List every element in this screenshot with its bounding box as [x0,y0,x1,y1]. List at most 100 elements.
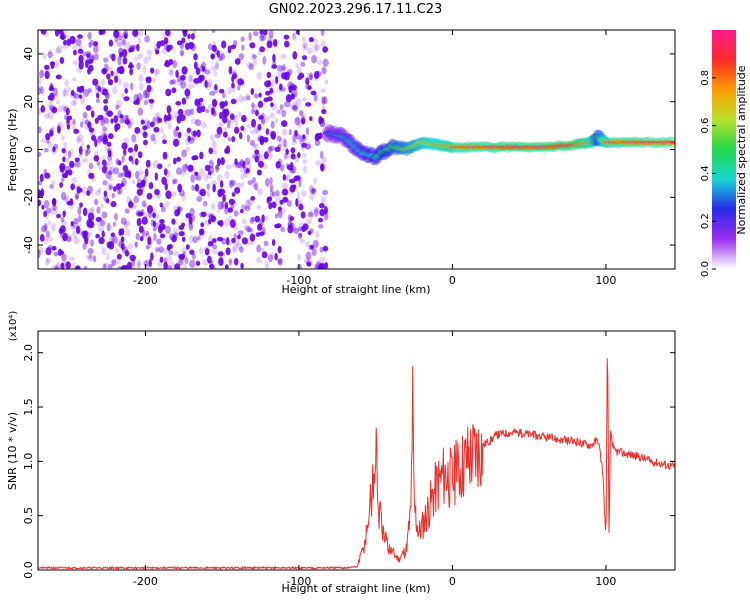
noise-blob [289,184,296,193]
noise-blob [67,169,73,176]
noise-blob [84,59,89,69]
x-tick-label: 100 [595,274,616,287]
noise-blob [102,88,109,96]
noise-blob [102,126,108,132]
noise-blob [108,236,114,243]
noise-blob [270,102,274,108]
noise-blob [255,232,261,237]
noise-blob [105,92,110,101]
noise-blob [130,82,134,91]
noise-blob [181,193,187,202]
noise-blob [202,200,208,207]
noise-blob [122,38,127,46]
noise-blob [51,125,55,131]
colorbar-gradient [712,30,736,269]
noise-blob [189,249,195,255]
noise-blob [302,134,306,140]
noise-blob [298,203,304,211]
noise-blob [214,60,219,70]
noise-blob [259,46,265,53]
noise-blob [301,55,308,61]
noise-blob [43,210,47,218]
noise-blob [230,179,236,186]
noise-blob [218,55,223,62]
noise-blob [191,184,195,192]
noise-blob [315,261,322,269]
noise-blob [228,198,236,206]
noise-blob [302,223,309,231]
noise-blob [70,220,74,227]
noise-blob [56,213,61,219]
noise-blob [129,45,135,50]
noise-blob [107,183,111,192]
noise-blob [291,84,298,91]
noise-blob [122,48,128,58]
noise-blob [301,96,307,102]
noise-blob [115,183,122,190]
noise-blob [167,113,172,121]
noise-blob [106,141,112,147]
noise-blob [153,222,160,230]
noise-blob [240,125,245,131]
noise-blob [277,258,283,266]
noise-blob [208,218,212,225]
noise-blob [82,116,89,125]
noise-blob [182,263,187,269]
noise-blob [104,163,108,171]
noise-blob [139,236,144,242]
noise-blob [138,225,144,234]
noise-blob [207,103,214,111]
noise-blob [307,85,312,91]
noise-blob [296,66,302,75]
noise-blob [309,74,313,80]
noise-blob [234,158,238,166]
noise-blob [90,239,95,247]
noise-blob [306,72,312,78]
noise-blob [207,170,212,176]
noise-blob [311,188,317,193]
noise-blob [314,139,321,147]
noise-blob [237,229,244,236]
noise-blob [212,148,218,155]
noise-blob [253,126,259,135]
noise-blob [262,30,268,36]
noise-blob [319,132,323,139]
noise-blob [274,194,281,203]
noise-blob [220,105,225,111]
noise-blob [219,101,226,109]
noise-blob [152,212,157,219]
noise-blob [302,152,307,158]
noise-blob [168,115,174,120]
noise-blob [314,43,321,52]
noise-blob [83,88,90,97]
noise-blob [97,164,104,171]
noise-blob [155,247,160,253]
colorbar-ticks: 0.0 0.2 0.4 0.6 0.8 [700,70,716,277]
noise-blob [301,111,305,119]
noise-blob [231,82,235,89]
noise-blob [117,230,124,237]
noise-blob [234,114,239,124]
noise-blob [68,256,75,262]
noise-blob [93,41,99,47]
x-tick-label: 0 [449,274,456,287]
noise-blob [297,253,301,261]
noise-blob [144,168,149,177]
noise-blob [52,93,59,99]
noise-blob [287,224,294,234]
noise-blob [286,162,290,169]
noise-blob [235,97,240,104]
noise-blob [244,205,251,211]
noise-blob [208,263,215,269]
noise-blob [146,192,153,200]
noise-blob [38,76,42,85]
noise-blob [204,173,209,183]
noise-blob [245,168,250,174]
noise-blob [233,257,239,266]
noise-blob [147,236,152,246]
noise-blob [296,120,303,129]
noise-blob [281,182,288,190]
noise-blob [237,234,241,240]
spectrogram-x-ticks: -200 -100 0 100 [133,30,616,287]
noise-blob [140,119,145,125]
